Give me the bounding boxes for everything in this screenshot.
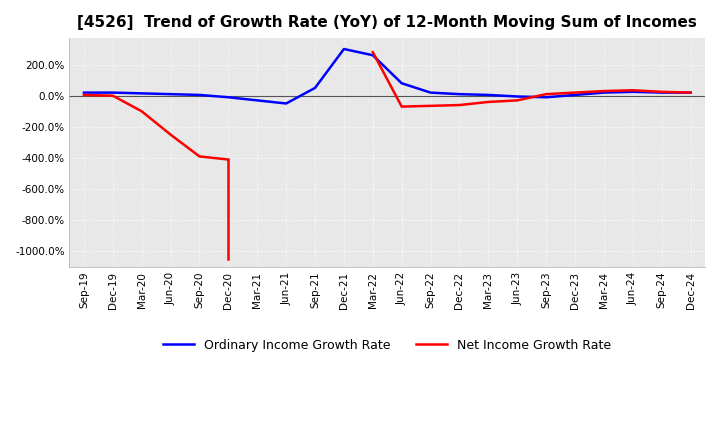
Legend: Ordinary Income Growth Rate, Net Income Growth Rate: Ordinary Income Growth Rate, Net Income … xyxy=(158,334,616,357)
Ordinary Income Growth Rate xyxy=(195,92,204,98)
Ordinary Income Growth Rate xyxy=(369,53,377,58)
Line: Ordinary Income Growth Rate: Ordinary Income Growth Rate xyxy=(84,49,690,103)
Ordinary Income Growth Rate xyxy=(513,94,521,99)
Ordinary Income Growth Rate xyxy=(253,98,261,103)
Ordinary Income Growth Rate xyxy=(166,92,175,97)
Ordinary Income Growth Rate xyxy=(571,92,580,98)
Ordinary Income Growth Rate xyxy=(109,90,117,95)
Ordinary Income Growth Rate xyxy=(224,95,233,100)
Title: [4526]  Trend of Growth Rate (YoY) of 12-Month Moving Sum of Incomes: [4526] Trend of Growth Rate (YoY) of 12-… xyxy=(77,15,697,30)
Ordinary Income Growth Rate xyxy=(138,91,146,96)
Ordinary Income Growth Rate xyxy=(80,90,89,95)
Ordinary Income Growth Rate xyxy=(282,101,290,106)
Ordinary Income Growth Rate xyxy=(629,89,637,95)
Ordinary Income Growth Rate xyxy=(311,85,320,91)
Ordinary Income Growth Rate xyxy=(484,92,492,98)
Ordinary Income Growth Rate xyxy=(455,92,464,97)
Ordinary Income Growth Rate xyxy=(340,46,348,51)
Ordinary Income Growth Rate xyxy=(397,81,406,86)
Ordinary Income Growth Rate xyxy=(542,95,551,100)
Ordinary Income Growth Rate xyxy=(657,90,666,95)
Ordinary Income Growth Rate xyxy=(600,90,608,95)
Ordinary Income Growth Rate xyxy=(426,90,435,95)
Ordinary Income Growth Rate xyxy=(686,90,695,95)
